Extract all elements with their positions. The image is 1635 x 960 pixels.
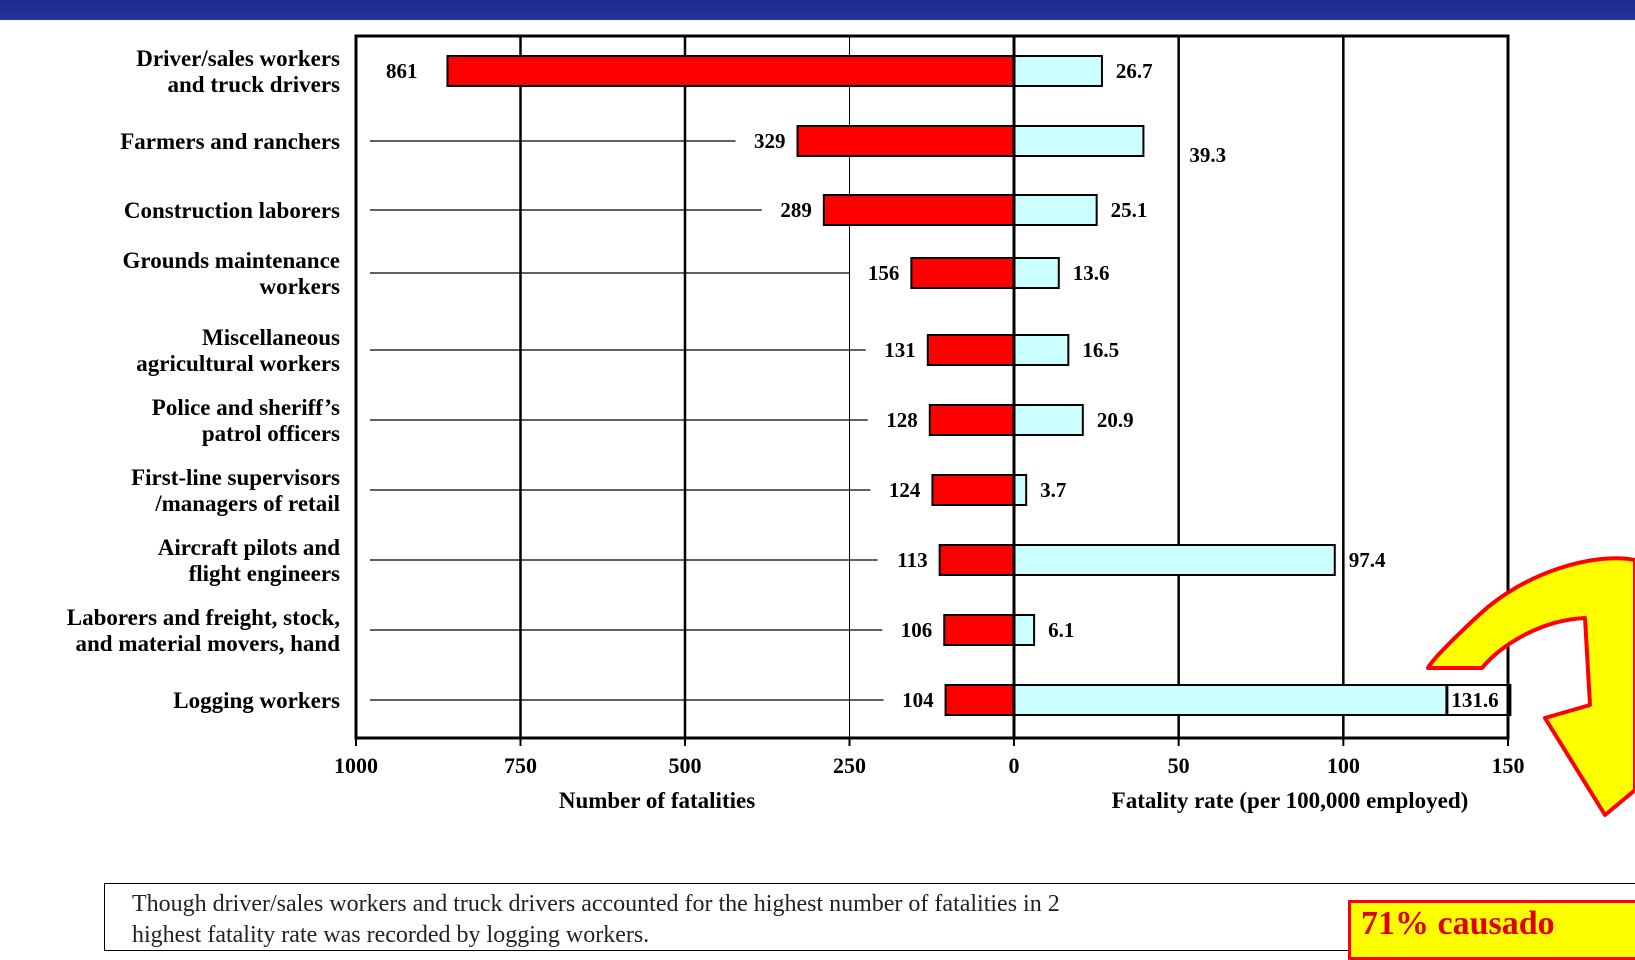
category-label: Laborers and freight, stock,: [67, 605, 340, 630]
fatalities-value: 329: [754, 129, 786, 153]
bars: [446, 55, 1512, 716]
rate-bar: [1013, 55, 1103, 87]
curved-arrow-icon: [1426, 556, 1635, 817]
tick-label: 250: [833, 753, 866, 778]
rate-value: 97.4: [1349, 548, 1386, 572]
rate-value: 26.7: [1116, 59, 1153, 83]
category-label: and material movers, hand: [76, 631, 341, 656]
rate-bar: [1013, 125, 1145, 157]
rate-value: 25.1: [1111, 198, 1148, 222]
rate-bar: [1013, 544, 1336, 576]
category-label: Driver/sales workers: [136, 46, 340, 71]
category-label: and truck drivers: [168, 72, 341, 97]
fatalities-bar: [928, 404, 1015, 436]
fatalities-value: 128: [886, 408, 918, 432]
caption-line-1: Though driver/sales workers and truck dr…: [132, 891, 1060, 917]
category-label: agricultural workers: [136, 351, 340, 376]
category-label: Grounds maintenance: [123, 248, 340, 273]
fatalities-bar: [822, 194, 1016, 226]
category-label: patrol officers: [202, 421, 340, 446]
category-label: Police and sheriff’s: [152, 395, 340, 420]
rate-value: 6.1: [1048, 618, 1074, 642]
fatalities-bar: [938, 544, 1015, 576]
fatalities-value: 156: [868, 261, 900, 285]
rate-value: 16.5: [1082, 338, 1119, 362]
fatalities-bar: [926, 334, 1015, 366]
category-label: /managers of retail: [154, 491, 340, 516]
category-label: First-line supervisors: [131, 465, 340, 490]
left-axis-label: Number of fatalities: [559, 788, 755, 813]
rate-label-box: [1445, 684, 1512, 716]
fatalities-value: 131: [884, 338, 916, 362]
right-axis-label: Fatality rate (per 100,000 employed): [1112, 788, 1469, 813]
category-label: flight engineers: [189, 561, 340, 586]
category-label: Miscellaneous: [202, 325, 340, 350]
rate-bar: [1013, 334, 1070, 366]
fatalities-value: 124: [889, 478, 921, 502]
tick-label: 150: [1492, 753, 1525, 778]
tick-label: 0: [1009, 753, 1020, 778]
callout-box: 71% causado: [1348, 900, 1635, 960]
plot-border: [354, 34, 1510, 740]
tick-label: 50: [1168, 753, 1190, 778]
fatalities-bar: [944, 684, 1015, 716]
fatalities-bar: [796, 125, 1015, 157]
caption-line-2: highest fatality rate was recorded by lo…: [132, 922, 650, 948]
tick-label: 500: [669, 753, 702, 778]
tick-label: 100: [1327, 753, 1360, 778]
category-label: Aircraft pilots and: [158, 535, 341, 560]
chart-caption: Though driver/sales workers and truck dr…: [104, 883, 1635, 951]
fatalities-value: 104: [902, 688, 934, 712]
value-labels: 861 26.7 329 39.3 289 25.1 156 13.6 131 16.5 128 20…: [386, 59, 1499, 712]
rate-bar: [1013, 257, 1060, 289]
rate-value: 3.7: [1040, 478, 1066, 502]
fatalities-value: 113: [897, 548, 927, 572]
rate-value: 20.9: [1097, 408, 1134, 432]
fatalities-value: 289: [780, 198, 812, 222]
category-label: Logging workers: [173, 688, 340, 713]
rate-value: 39.3: [1189, 143, 1226, 167]
category-label: Construction laborers: [124, 198, 340, 223]
slide-top-bar: [0, 0, 1635, 20]
rate-value: 13.6: [1073, 261, 1110, 285]
chart-grid: [519, 36, 1345, 738]
fatalities-value: 861: [386, 59, 418, 83]
fatalities-bar: [931, 474, 1016, 506]
tick-label: 750: [504, 753, 537, 778]
category-label: Farmers and ranchers: [120, 129, 340, 154]
fatalities-value: 106: [901, 618, 933, 642]
leader-lines: [370, 140, 884, 701]
category-label: workers: [260, 274, 341, 299]
rate-value: 131.6: [1451, 688, 1498, 712]
tick-label: 1000: [334, 753, 378, 778]
rate-bar: [1013, 614, 1036, 646]
rate-bar: [1013, 194, 1098, 226]
fatalities-bar: [910, 257, 1015, 289]
rate-bar: [1013, 474, 1028, 506]
tick-labels: 1000 750 500 250 0 50 100 150: [334, 738, 1525, 778]
fatalities-bar: [446, 55, 1016, 87]
plot-frame: [354, 34, 1510, 740]
fatalities-bar: [943, 614, 1016, 646]
rate-bar: [1013, 684, 1449, 716]
rate-bar: [1013, 404, 1084, 436]
